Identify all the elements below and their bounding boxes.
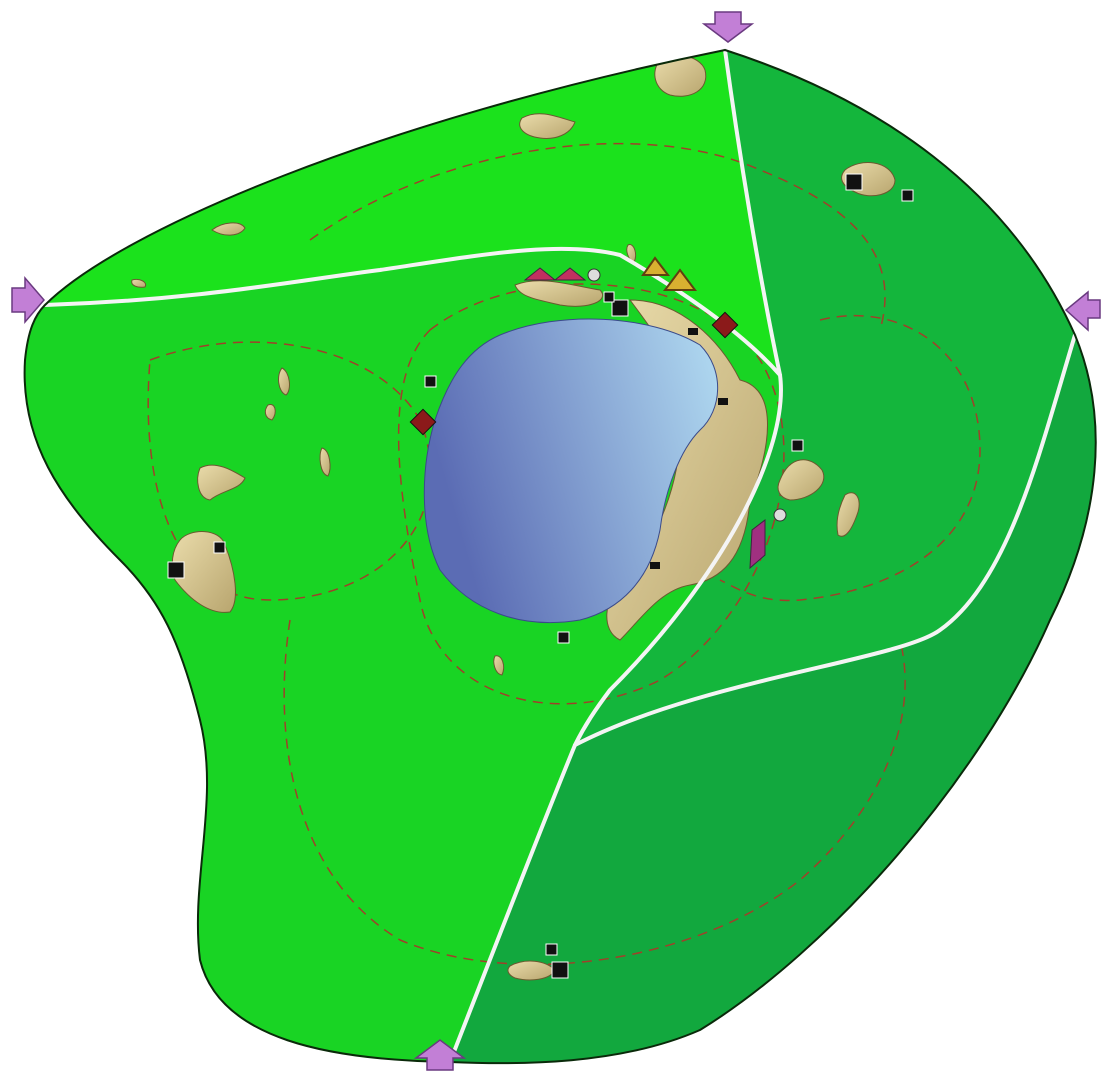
sand [507, 960, 556, 981]
sand [278, 367, 290, 396]
trail [397, 283, 785, 705]
node [587, 268, 601, 282]
item [545, 943, 558, 956]
tower [711, 311, 739, 339]
sand [319, 447, 331, 477]
sand [836, 492, 860, 537]
spawn [167, 561, 185, 579]
sand [131, 279, 147, 288]
arrow [11, 275, 45, 325]
trail [309, 142, 886, 331]
item [901, 189, 914, 202]
tower [409, 408, 437, 436]
sand [519, 113, 576, 139]
structures [167, 173, 914, 979]
sand [514, 280, 603, 307]
road [43, 246, 782, 377]
trail [719, 315, 981, 602]
lake [423, 318, 719, 624]
sand [777, 459, 825, 501]
item [688, 328, 698, 335]
item [650, 562, 660, 569]
trail [283, 619, 906, 966]
item [213, 541, 226, 554]
arrow [413, 1039, 467, 1071]
item [718, 398, 728, 405]
sand [211, 222, 246, 236]
road [448, 48, 783, 1064]
node [773, 508, 787, 522]
entry-arrows [11, 11, 1101, 1071]
item [557, 631, 570, 644]
road [573, 333, 1077, 747]
arrow [701, 11, 755, 43]
spawn [611, 299, 629, 317]
item [424, 375, 437, 388]
sand [654, 54, 707, 97]
sand [264, 403, 276, 421]
arrow [1064, 290, 1101, 332]
map-outline [23, 48, 1097, 1065]
spawn [845, 173, 863, 191]
sand-patches [131, 54, 896, 981]
trails [147, 142, 981, 966]
wall [523, 267, 587, 281]
roads [43, 48, 1077, 1064]
wall [749, 518, 766, 570]
sand [493, 655, 505, 676]
sand [197, 464, 246, 501]
trail [147, 341, 432, 601]
region-south [450, 335, 1096, 1064]
ramps [641, 256, 697, 291]
spawn [551, 961, 569, 979]
item [603, 291, 615, 303]
item [791, 439, 804, 452]
